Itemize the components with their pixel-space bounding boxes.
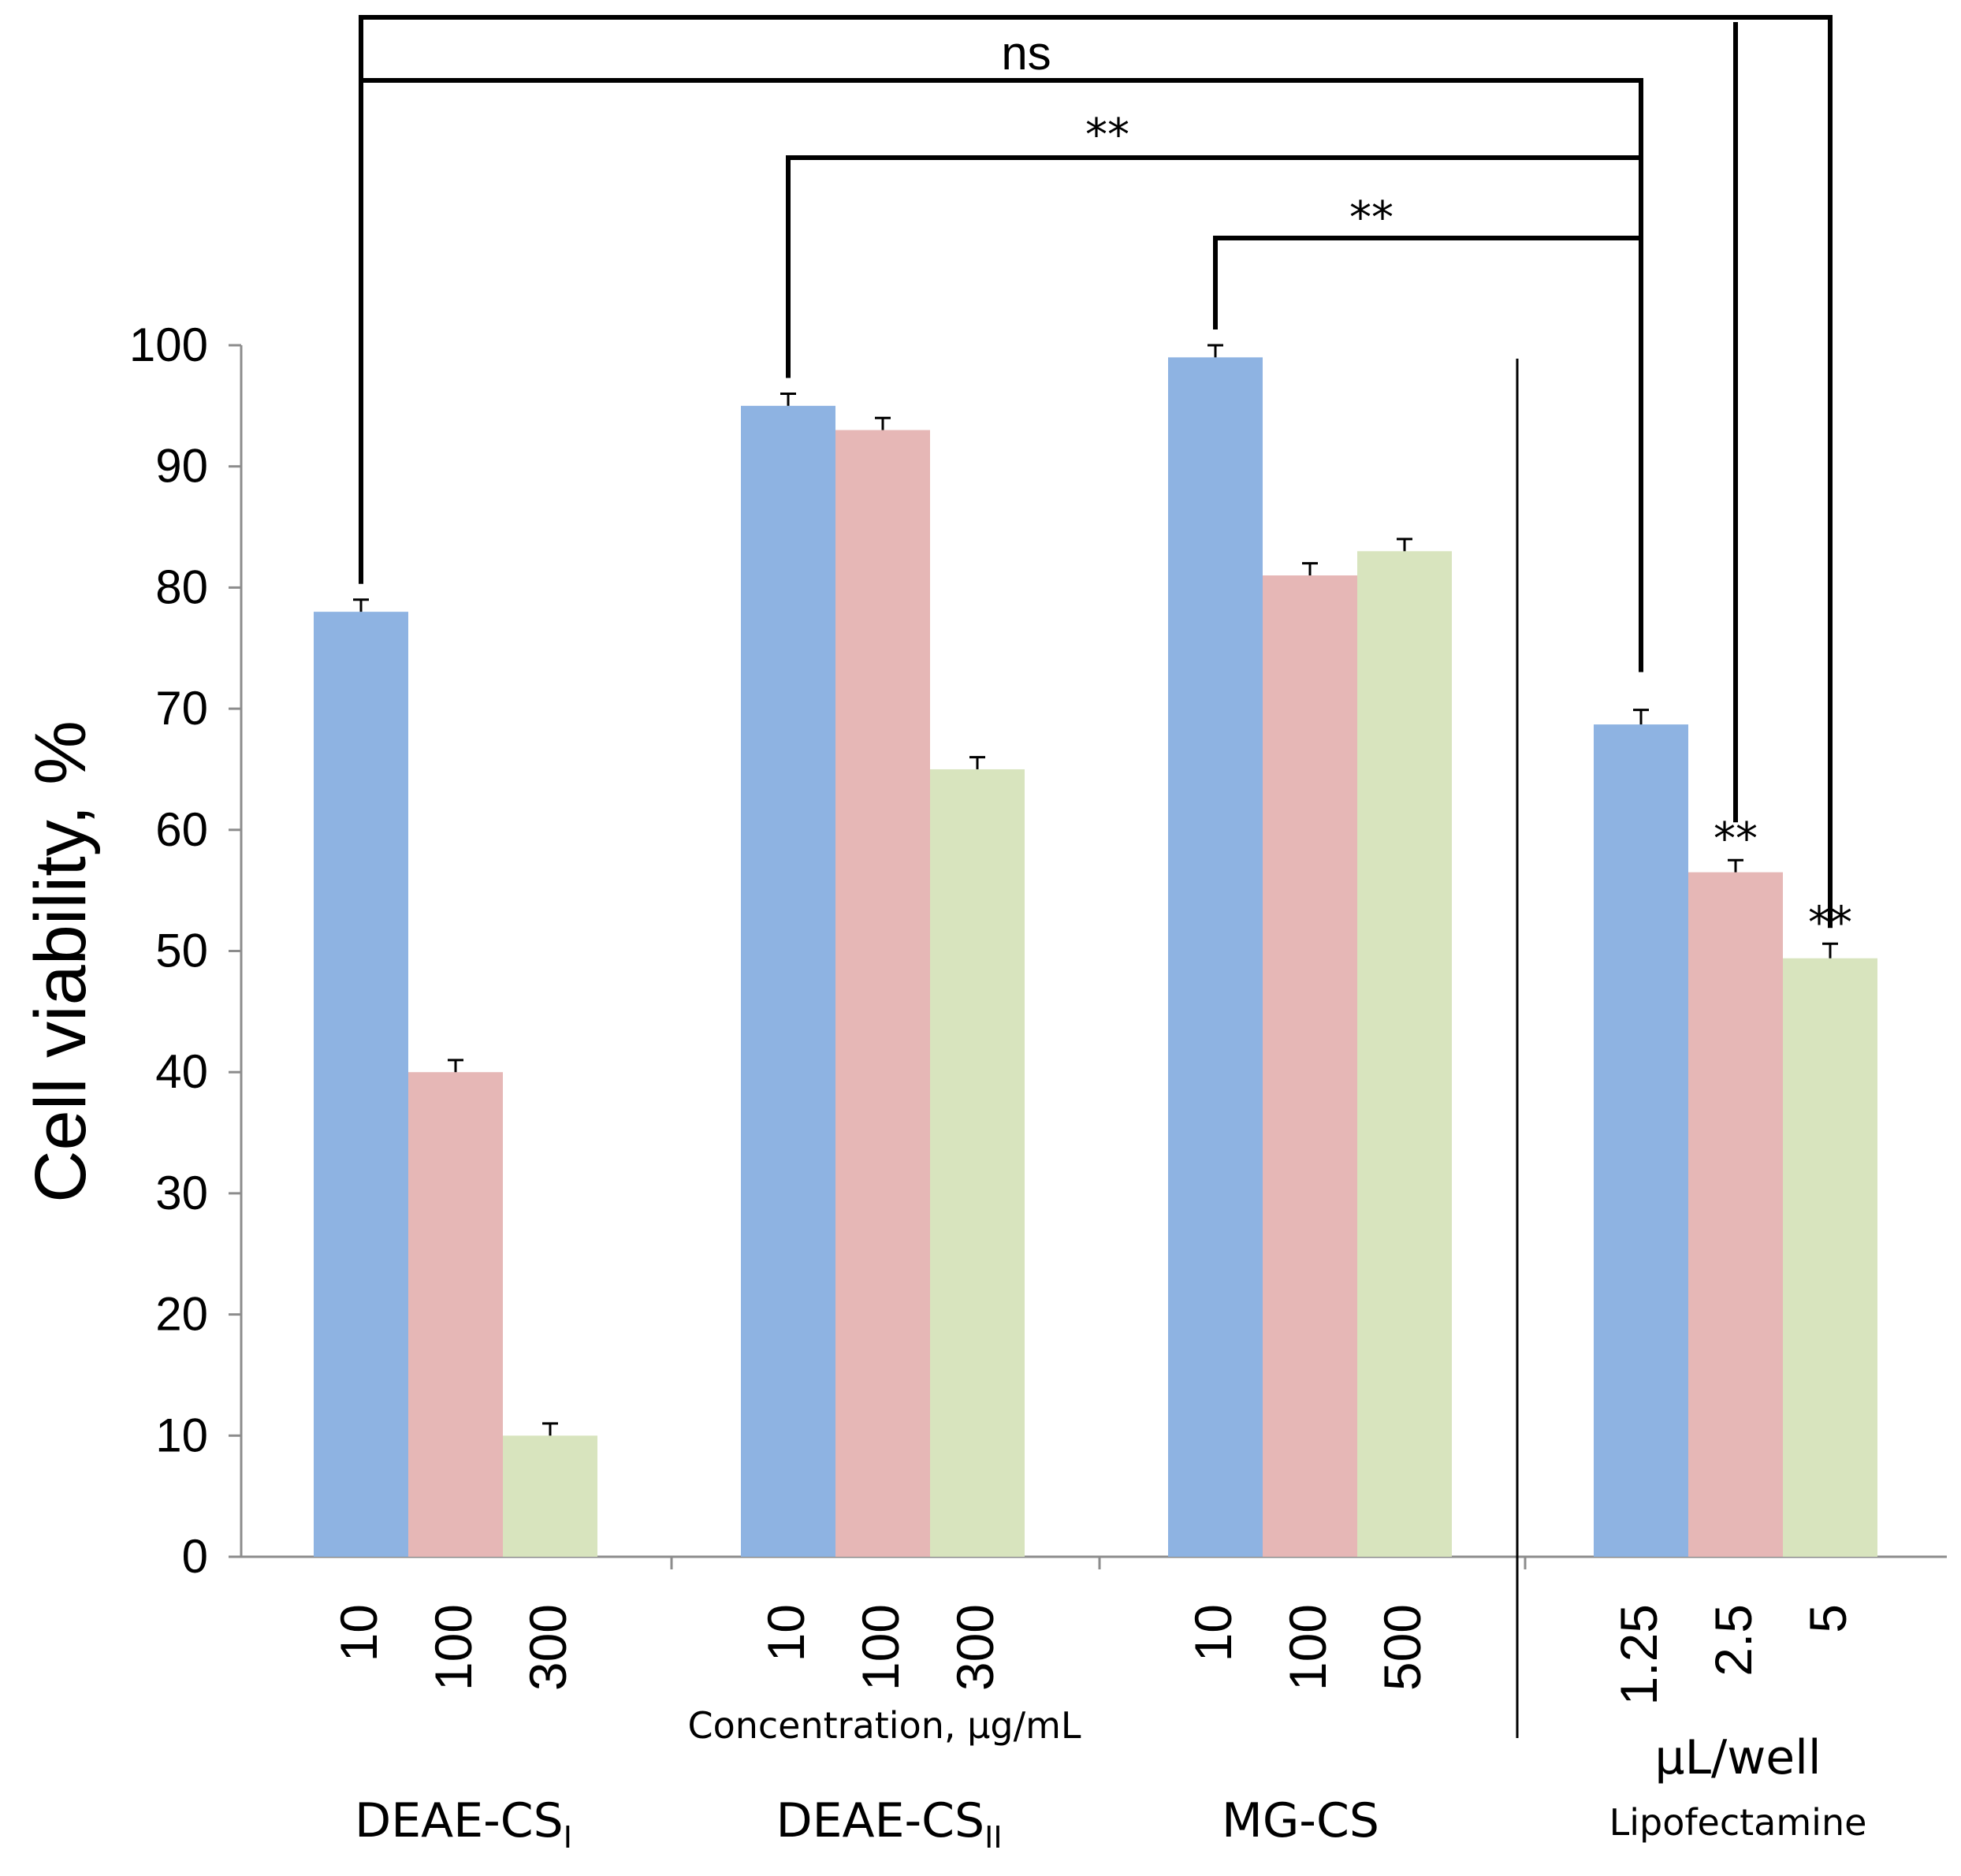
- y-tick-label: 20: [155, 1288, 208, 1341]
- sig-label-lipo-2-5: **: [1714, 813, 1758, 865]
- group-label: Lipofectamine: [1609, 1801, 1867, 1844]
- group-name: DEAE-CS: [355, 1793, 564, 1848]
- y-tick-label: 0: [182, 1530, 208, 1583]
- y-axis-title: Cell viability, %: [20, 720, 101, 1203]
- category-label: 100: [851, 1604, 910, 1691]
- bar: [503, 1435, 597, 1557]
- group-subscript: I: [564, 1820, 572, 1855]
- bars: [314, 357, 1877, 1557]
- category-label: 10: [1184, 1604, 1242, 1662]
- sig-label-deae-cs-ii: **: [1085, 110, 1129, 161]
- sig-label-mg-cs: **: [1349, 192, 1394, 244]
- category-label: 10: [757, 1604, 815, 1662]
- group-name: Lipofectamine: [1609, 1801, 1867, 1844]
- bar: [408, 1072, 503, 1557]
- bar: [1357, 551, 1452, 1557]
- y-tick-label: 60: [155, 803, 208, 856]
- sig-label-ns: ns: [1001, 27, 1051, 80]
- bar: [741, 405, 835, 1557]
- group-label: DEAE-CSI: [355, 1793, 572, 1855]
- bar: [314, 612, 408, 1557]
- x-axis-title: Concentration, μg/mL: [687, 1704, 1081, 1747]
- y-tick-label: 50: [155, 925, 208, 977]
- category-label: 5: [1799, 1604, 1857, 1633]
- y-tick-label: 70: [155, 682, 208, 735]
- labels: Cell viability, %10 100 300 10 100 300 10 100 50…: [20, 720, 1866, 1855]
- category-label: 100: [424, 1604, 482, 1691]
- y-tick-label: 90: [155, 440, 208, 493]
- category-label: 300: [519, 1604, 577, 1691]
- bar: [1263, 575, 1357, 1557]
- bracket-mg-cs: [1213, 236, 1641, 329]
- error-bars: [353, 344, 1838, 1436]
- y-tick-label: 30: [155, 1167, 208, 1219]
- group-label: DEAE-CSII: [776, 1793, 1002, 1855]
- category-label: 1.25: [1609, 1604, 1668, 1705]
- y-tick-label: 40: [155, 1045, 208, 1098]
- significance-annotations: ns ** ** ** **: [359, 15, 1852, 948]
- bar: [1594, 724, 1688, 1557]
- bar: [1688, 872, 1783, 1557]
- category-label: 300: [946, 1604, 1004, 1691]
- group-name: MG-CS: [1222, 1793, 1379, 1848]
- y-tick-label: 80: [155, 560, 208, 613]
- bracket-ns: [361, 78, 1643, 672]
- bar: [1783, 958, 1877, 1557]
- x-axis-title-right: μL/well: [1654, 1730, 1821, 1785]
- sig-label-lipo-5: **: [1808, 897, 1852, 948]
- group-subscript: II: [984, 1820, 1002, 1855]
- category-label: 100: [1278, 1604, 1337, 1691]
- y-tick-label: 10: [155, 1409, 208, 1461]
- bar: [930, 769, 1025, 1557]
- group-label: MG-CS: [1222, 1793, 1379, 1848]
- axes: 0 10 20 30 40 50 60 70 80 90 100: [129, 318, 1947, 1738]
- y-tick-label: 100: [129, 318, 208, 371]
- bar: [835, 430, 930, 1557]
- category-label: 500: [1373, 1604, 1431, 1691]
- category-label: 10: [329, 1604, 388, 1662]
- bracket-deae-cs-ii: [786, 155, 1641, 378]
- bar: [1168, 357, 1263, 1557]
- group-name: DEAE-CS: [776, 1793, 984, 1848]
- category-label: 2.5: [1704, 1604, 1762, 1677]
- bracket-outer: [359, 15, 1833, 929]
